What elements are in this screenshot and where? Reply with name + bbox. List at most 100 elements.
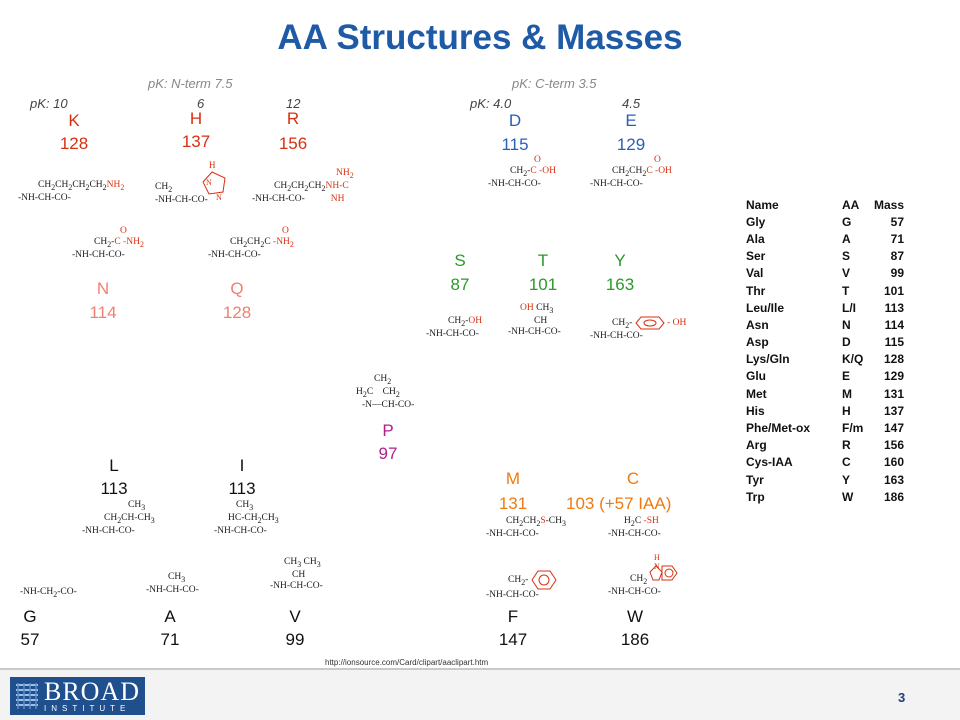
aa-letter-s: S (454, 251, 466, 270)
row-mass: 163 (884, 472, 905, 487)
row-aa: C (842, 455, 851, 470)
row-aa: M (842, 386, 852, 401)
aa-mass-w: 186 (620, 630, 650, 649)
aa-letter-e: E (625, 111, 637, 130)
column-header-aa: AA (842, 197, 860, 212)
structure-gln: O CH2CH2C -NH2 -NH-CH-CO- (208, 226, 294, 260)
table-row: Lys/Gln K/Q 128 (746, 351, 904, 368)
row-mass: 115 (884, 335, 905, 350)
aa-mass-g: 57 (20, 630, 40, 649)
aa-letter-r: R (286, 109, 300, 128)
aa-mass-r: 156 (278, 134, 308, 153)
svg-text:N: N (216, 193, 222, 202)
structure-lys: CH2CH2CH2CH2NH2 -NH-CH-CO- (18, 180, 125, 203)
aa-mass-q: 128 (222, 303, 252, 322)
aa-letter-w: W (626, 607, 644, 626)
structure-ile: CH3 HC-CH2CH3 -NH-CH-CO- (214, 500, 279, 536)
aa-mass-h: 137 (181, 132, 211, 151)
aa-letter-k: K (68, 111, 80, 130)
row-mass: 113 (884, 300, 905, 315)
pk-arg: 12 (286, 96, 301, 111)
aa-letter-d: D (508, 111, 522, 130)
logo-text: BROAD (44, 677, 141, 706)
row-mass: 147 (884, 421, 905, 436)
structure-leu: CH3 CH2CH-CH3 -NH-CH-CO- (82, 500, 155, 536)
aa-letter-l: L (109, 456, 119, 475)
table-row: Leu/Ile L/I 113 (746, 299, 904, 316)
row-mass: 186 (884, 489, 905, 504)
aa-letter-c: C (626, 469, 640, 488)
row-name: Asp (746, 335, 769, 350)
aa-mass-i: 113 (228, 479, 256, 498)
aa-letter-t: T (537, 251, 549, 270)
row-mass: 128 (884, 352, 905, 367)
structure-gly: -NH-CH2-CO- (20, 587, 77, 599)
row-aa: T (842, 283, 850, 298)
table-row: Ala A 71 (746, 230, 904, 247)
structure-tyr: CH2- - OH -NH-CH-CO- (590, 316, 687, 342)
row-mass: 57 (890, 214, 905, 229)
row-aa: R (842, 438, 851, 453)
structure-glu: O CH2CH2C -OH -NH-CH-CO- (590, 155, 672, 189)
structure-thr: OH CH3 CH -NH-CH-CO- (508, 303, 561, 337)
row-mass: 71 (890, 231, 905, 246)
aa-mass-d: 115 (501, 135, 529, 154)
row-name: Phe/Met-ox (746, 421, 811, 436)
svg-text:H: H (654, 553, 660, 562)
structure-val: CH3 CH3 CH -NH-CH-CO- (270, 557, 323, 591)
pk-nterm: pK: N-term 7.5 (148, 76, 233, 91)
structure-ala: CH3 -NH-CH-CO- (146, 572, 199, 595)
row-mass: 99 (890, 266, 905, 281)
row-mass: 131 (884, 386, 905, 401)
table-row: Met M 131 (746, 385, 904, 402)
structure-met: CH2CH2S-CH3 -NH-CH-CO- (486, 516, 566, 539)
table-row: Thr T 101 (746, 282, 904, 299)
structure-his: H N N CH2 -NH-CH-CO- (155, 160, 226, 206)
aa-letter-q: Q (230, 279, 244, 298)
row-name: His (746, 403, 765, 418)
aa-mass-l: 113 (100, 479, 128, 498)
row-aa: K/Q (842, 352, 864, 367)
mass-table-header: Name AA Mass (746, 196, 904, 213)
row-mass: 160 (884, 455, 905, 470)
aa-mass-p: 97 (378, 444, 398, 463)
aa-letter-f: F (507, 607, 519, 626)
table-row: Asn N 114 (746, 316, 904, 333)
aa-letter-v: V (289, 607, 301, 626)
row-aa: L/I (842, 300, 856, 315)
aa-letter-g: G (23, 607, 37, 626)
table-row: Glu E 129 (746, 368, 904, 385)
structure-phe: CH2- -NH-CH-CO- (486, 570, 557, 601)
row-name: Trp (746, 489, 765, 504)
row-name: Met (746, 386, 767, 401)
aa-letter-h: H (189, 109, 203, 128)
row-aa: A (842, 231, 851, 246)
aa-letter-n: N (96, 279, 110, 298)
structure-trp: H N CH2 -NH-CH-CO- (608, 552, 678, 598)
row-name: Cys-IAA (746, 455, 793, 470)
aa-mass-a: 71 (160, 630, 180, 649)
row-aa: G (842, 214, 852, 229)
row-name: Thr (746, 283, 766, 298)
row-name: Arg (746, 438, 767, 453)
aa-mass-s: 87 (450, 275, 470, 294)
row-name: Glu (746, 369, 766, 384)
table-row: Tyr Y 163 (746, 471, 904, 488)
aa-mass-f: 147 (498, 630, 528, 649)
row-mass: 129 (884, 369, 905, 384)
aa-letter-m: M (505, 469, 521, 488)
footer-divider (0, 668, 960, 670)
row-aa: N (842, 317, 851, 332)
row-mass: 114 (884, 317, 905, 332)
row-aa: V (842, 266, 851, 281)
table-row: His H 137 (746, 402, 904, 419)
row-name: Asn (746, 317, 769, 332)
row-aa: H (842, 403, 851, 418)
aa-letter-a: A (164, 607, 176, 626)
row-mass: 101 (884, 283, 905, 298)
svg-text:H: H (209, 160, 216, 170)
source-link[interactable]: http://ionsource.com/Card/clipart/aaclip… (325, 658, 489, 667)
pk-cterm: pK: C-term 3.5 (512, 76, 597, 91)
table-row: Ser S 87 (746, 248, 904, 265)
row-aa: S (842, 249, 851, 264)
